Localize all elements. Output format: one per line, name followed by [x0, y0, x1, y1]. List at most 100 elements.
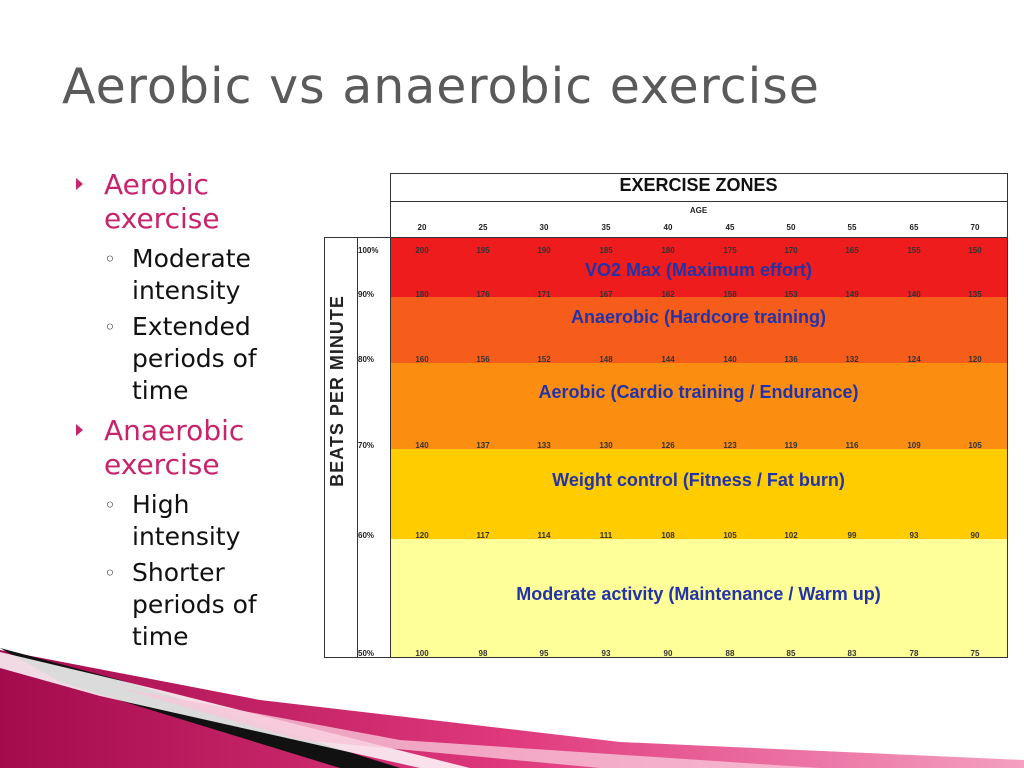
- bpm-value-cell: 180: [661, 246, 675, 255]
- age-axis-label: AGE: [689, 206, 708, 215]
- percent-label: 90%: [358, 290, 375, 299]
- bpm-value-cell: 93: [601, 649, 611, 658]
- bpm-value-cell: 153: [784, 290, 798, 299]
- bpm-value-cell: 156: [476, 355, 490, 364]
- age-header-cell: 70: [970, 223, 980, 232]
- bpm-value-cell: 140: [723, 355, 737, 364]
- exercise-zones-chart: EXERCISE ZONES AGE BEATS PER MINUTE VO2 …: [324, 173, 1008, 659]
- bpm-value-cell: 180: [415, 290, 429, 299]
- bpm-value-cell: 117: [476, 531, 490, 540]
- table-border-line: [390, 173, 1008, 174]
- bpm-value-cell: 83: [847, 649, 857, 658]
- bpm-value-cell: 133: [537, 441, 551, 450]
- bpm-value-cell: 130: [599, 441, 613, 450]
- bpm-value-cell: 105: [723, 531, 737, 540]
- age-header-cell: 25: [478, 223, 488, 232]
- circle-bullet-icon: ◦: [104, 493, 116, 517]
- bpm-value-cell: 167: [599, 290, 613, 299]
- bpm-value-cell: 195: [476, 246, 490, 255]
- bpm-value-cell: 78: [909, 649, 919, 658]
- bpm-value-cell: 155: [907, 246, 921, 255]
- bpm-value-cell: 111: [599, 531, 613, 540]
- sub-bullet-label: Extended periods of time: [132, 312, 257, 405]
- zone-band: [390, 363, 1007, 449]
- bpm-value-cell: 119: [784, 441, 798, 450]
- bpm-value-cell: 176: [476, 290, 490, 299]
- age-header-cell: 65: [909, 223, 919, 232]
- bpm-value-cell: 88: [725, 649, 735, 658]
- zone-label: Aerobic (Cardio training / Endurance): [538, 382, 859, 402]
- bpm-value-cell: 162: [661, 290, 675, 299]
- percent-label: 80%: [358, 355, 375, 364]
- age-header-cell: 40: [663, 223, 673, 232]
- bpm-value-cell: 116: [845, 441, 859, 450]
- table-border-line: [324, 657, 1008, 658]
- bpm-value-cell: 158: [723, 290, 737, 299]
- bpm-value-cell: 95: [539, 649, 549, 658]
- percent-label: 50%: [358, 649, 375, 658]
- zone-band: [390, 449, 1007, 539]
- age-header-cell: 55: [847, 223, 857, 232]
- circle-bullet-icon: ◦: [104, 247, 116, 271]
- bpm-value-cell: 75: [970, 649, 980, 658]
- zone-band: [390, 539, 1007, 657]
- age-header-cell: 45: [725, 223, 735, 232]
- slide-title: Aerobic vs anaerobic exercise: [62, 58, 820, 115]
- bpm-value-cell: 98: [478, 649, 488, 658]
- age-header-cell: 20: [417, 223, 427, 232]
- bpm-value-cell: 99: [847, 531, 857, 540]
- bpm-value-cell: 140: [907, 290, 921, 299]
- zone-band: [390, 297, 1007, 363]
- bpm-value-cell: 85: [786, 649, 796, 658]
- sub-bullet-label: Moderate intensity: [132, 244, 251, 305]
- bpm-value-cell: 109: [907, 441, 921, 450]
- bpm-value-cell: 136: [784, 355, 798, 364]
- bpm-value-cell: 185: [599, 246, 613, 255]
- bullet-arrow-icon: [76, 178, 83, 190]
- bpm-axis-label: BEATS PER MINUTE: [327, 295, 347, 487]
- bpm-value-cell: 149: [845, 290, 859, 299]
- age-header-cell: 30: [539, 223, 549, 232]
- bpm-value-cell: 132: [845, 355, 859, 364]
- table-border-line: [324, 237, 325, 658]
- age-header-cell: 50: [786, 223, 796, 232]
- bpm-value-cell: 165: [845, 246, 859, 255]
- bpm-value-cell: 100: [415, 649, 429, 658]
- table-border-line: [1007, 173, 1008, 658]
- zone-label: VO2 Max (Maximum effort): [584, 260, 813, 280]
- percent-label: 100%: [358, 246, 379, 255]
- bpm-value-cell: 123: [723, 441, 737, 450]
- bpm-value-cell: 190: [537, 246, 551, 255]
- bpm-value-cell: 140: [415, 441, 429, 450]
- bpm-value-cell: 108: [661, 531, 675, 540]
- table-border-line: [390, 237, 1008, 238]
- table-border-line: [357, 237, 358, 658]
- table-border-line: [390, 201, 1008, 202]
- age-header-cell: 35: [601, 223, 611, 232]
- bpm-value-cell: 90: [970, 531, 980, 540]
- bullet-label: Anaerobic exercise: [104, 414, 245, 481]
- bpm-value-cell: 152: [537, 355, 551, 364]
- bullet-label: Aerobic exercise: [104, 168, 220, 235]
- circle-bullet-icon: ◦: [104, 561, 116, 585]
- percent-label: 60%: [358, 531, 375, 540]
- bpm-value-cell: 200: [415, 246, 429, 255]
- zone-label: Moderate activity (Maintenance / Warm up…: [516, 584, 881, 604]
- bpm-value-cell: 120: [968, 355, 982, 364]
- bpm-value-cell: 102: [784, 531, 798, 540]
- zone-band: [390, 237, 1007, 297]
- bpm-value-cell: 144: [661, 355, 675, 364]
- bpm-value-cell: 105: [968, 441, 982, 450]
- table-border-line: [390, 173, 391, 658]
- sub-bullet-label: High intensity: [132, 490, 241, 551]
- bullet-arrow-icon: [76, 424, 83, 436]
- bpm-value-cell: 170: [784, 246, 798, 255]
- bpm-value-cell: 148: [599, 355, 613, 364]
- bpm-value-cell: 137: [476, 441, 490, 450]
- circle-bullet-icon: ◦: [104, 315, 116, 339]
- percent-label: 70%: [358, 441, 375, 450]
- bpm-value-cell: 171: [537, 290, 551, 299]
- sub-bullet-label: Shorter periods of time: [132, 558, 257, 651]
- bpm-value-cell: 175: [723, 246, 737, 255]
